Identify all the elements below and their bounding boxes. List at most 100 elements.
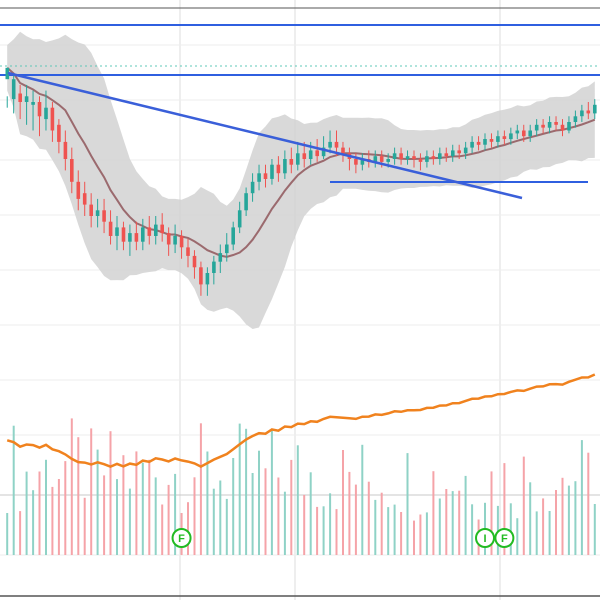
- candle-body: [199, 267, 203, 285]
- candle-body: [121, 227, 126, 242]
- volume-bar: [419, 514, 422, 555]
- volume-bar: [167, 484, 170, 555]
- volume-bar: [522, 456, 525, 555]
- candle-body: [154, 224, 158, 236]
- candle-body: [115, 227, 119, 236]
- candle-body: [373, 156, 378, 162]
- candle-body: [225, 244, 229, 254]
- candle-body: [405, 156, 410, 159]
- trendline-down: [7, 71, 523, 200]
- candle-body: [515, 130, 520, 134]
- candle-body: [399, 153, 403, 159]
- candle-body: [593, 104, 597, 114]
- candle-body: [586, 110, 591, 114]
- candle-body: [218, 253, 223, 262]
- candle-body: [457, 150, 461, 154]
- event-marker-circle: [171, 528, 192, 548]
- candle-body: [63, 141, 68, 159]
- volume-bar: [264, 468, 267, 555]
- candle-body: [534, 124, 539, 131]
- candle-body: [541, 124, 545, 128]
- volume-bar: [574, 481, 577, 555]
- volume-bar: [309, 472, 312, 555]
- volume-bar: [96, 449, 99, 555]
- candle-body: [308, 150, 313, 159]
- volume-bar: [354, 484, 357, 555]
- candle-body: [82, 193, 87, 205]
- volume-bar: [12, 425, 15, 555]
- candle-body: [438, 153, 442, 159]
- volume-bar: [283, 491, 286, 555]
- candle-body: [270, 164, 274, 179]
- volume-bar: [361, 444, 364, 555]
- candle-body: [560, 124, 565, 131]
- candle-body: [431, 156, 436, 159]
- volume-bar: [32, 490, 35, 555]
- candle-body: [11, 79, 16, 100]
- candle-body: [24, 96, 29, 102]
- relative-line: [6, 373, 596, 469]
- candle-body: [463, 147, 468, 154]
- candle-body: [573, 116, 578, 122]
- volume-bar: [77, 437, 80, 555]
- candle-body: [244, 193, 248, 211]
- candle-body: [31, 102, 35, 105]
- volume-bar: [471, 504, 474, 555]
- event-marker-label: F: [501, 533, 508, 545]
- volume-bar: [587, 452, 590, 555]
- moving-average: [6, 67, 596, 258]
- volume-bar: [432, 471, 435, 555]
- candle-body: [276, 164, 281, 174]
- volume-bar: [277, 477, 280, 555]
- candle-body: [128, 233, 132, 242]
- candle-body: [212, 261, 216, 273]
- candle-body: [289, 159, 294, 165]
- volume-bar: [51, 486, 54, 555]
- candle-body: [476, 141, 481, 145]
- volume-bar: [90, 428, 93, 555]
- candle-body: [496, 136, 500, 142]
- volume-bar: [374, 499, 377, 555]
- candle-body: [302, 153, 307, 159]
- candle-body: [554, 122, 558, 125]
- volume-bar: [245, 428, 248, 555]
- candle-body: [567, 122, 571, 131]
- volume-bar: [290, 459, 293, 555]
- volume-bar: [103, 475, 106, 555]
- candle-body: [425, 156, 429, 162]
- candle-body: [89, 204, 93, 216]
- volume-bar: [329, 493, 332, 555]
- volume-bar: [387, 507, 390, 555]
- moving-average-line: [6, 67, 596, 258]
- candle-body: [70, 159, 74, 182]
- volume-bar: [206, 451, 209, 555]
- candle-body: [341, 147, 345, 154]
- volume-bar: [161, 504, 164, 555]
- event-marker: F: [171, 528, 192, 548]
- candle-body: [470, 141, 474, 148]
- volume-bar: [174, 473, 177, 555]
- candle-body: [328, 141, 332, 148]
- volume-bar: [57, 479, 60, 555]
- volume-bar: [303, 494, 306, 555]
- event-marker: I: [475, 528, 496, 548]
- candle-body: [386, 159, 390, 162]
- candle-body: [509, 133, 513, 140]
- volume-bar: [348, 471, 351, 555]
- volume-bar: [193, 477, 196, 555]
- candle-body: [502, 136, 507, 139]
- candle-body: [451, 150, 455, 157]
- volume-bar: [225, 498, 228, 555]
- candle-body: [547, 122, 552, 128]
- event-marker-circle: [494, 528, 515, 548]
- candle-body: [134, 233, 139, 242]
- volume-bars: [0, 418, 600, 555]
- candle-body: [57, 124, 61, 142]
- volume-bar: [464, 475, 467, 555]
- volume-bar: [509, 503, 512, 555]
- volume-bar: [367, 481, 370, 555]
- volume-bar: [567, 485, 570, 555]
- chart-frame: [0, 7, 600, 597]
